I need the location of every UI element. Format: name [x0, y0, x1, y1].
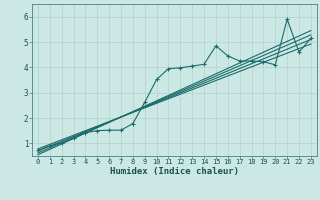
X-axis label: Humidex (Indice chaleur): Humidex (Indice chaleur)	[110, 167, 239, 176]
